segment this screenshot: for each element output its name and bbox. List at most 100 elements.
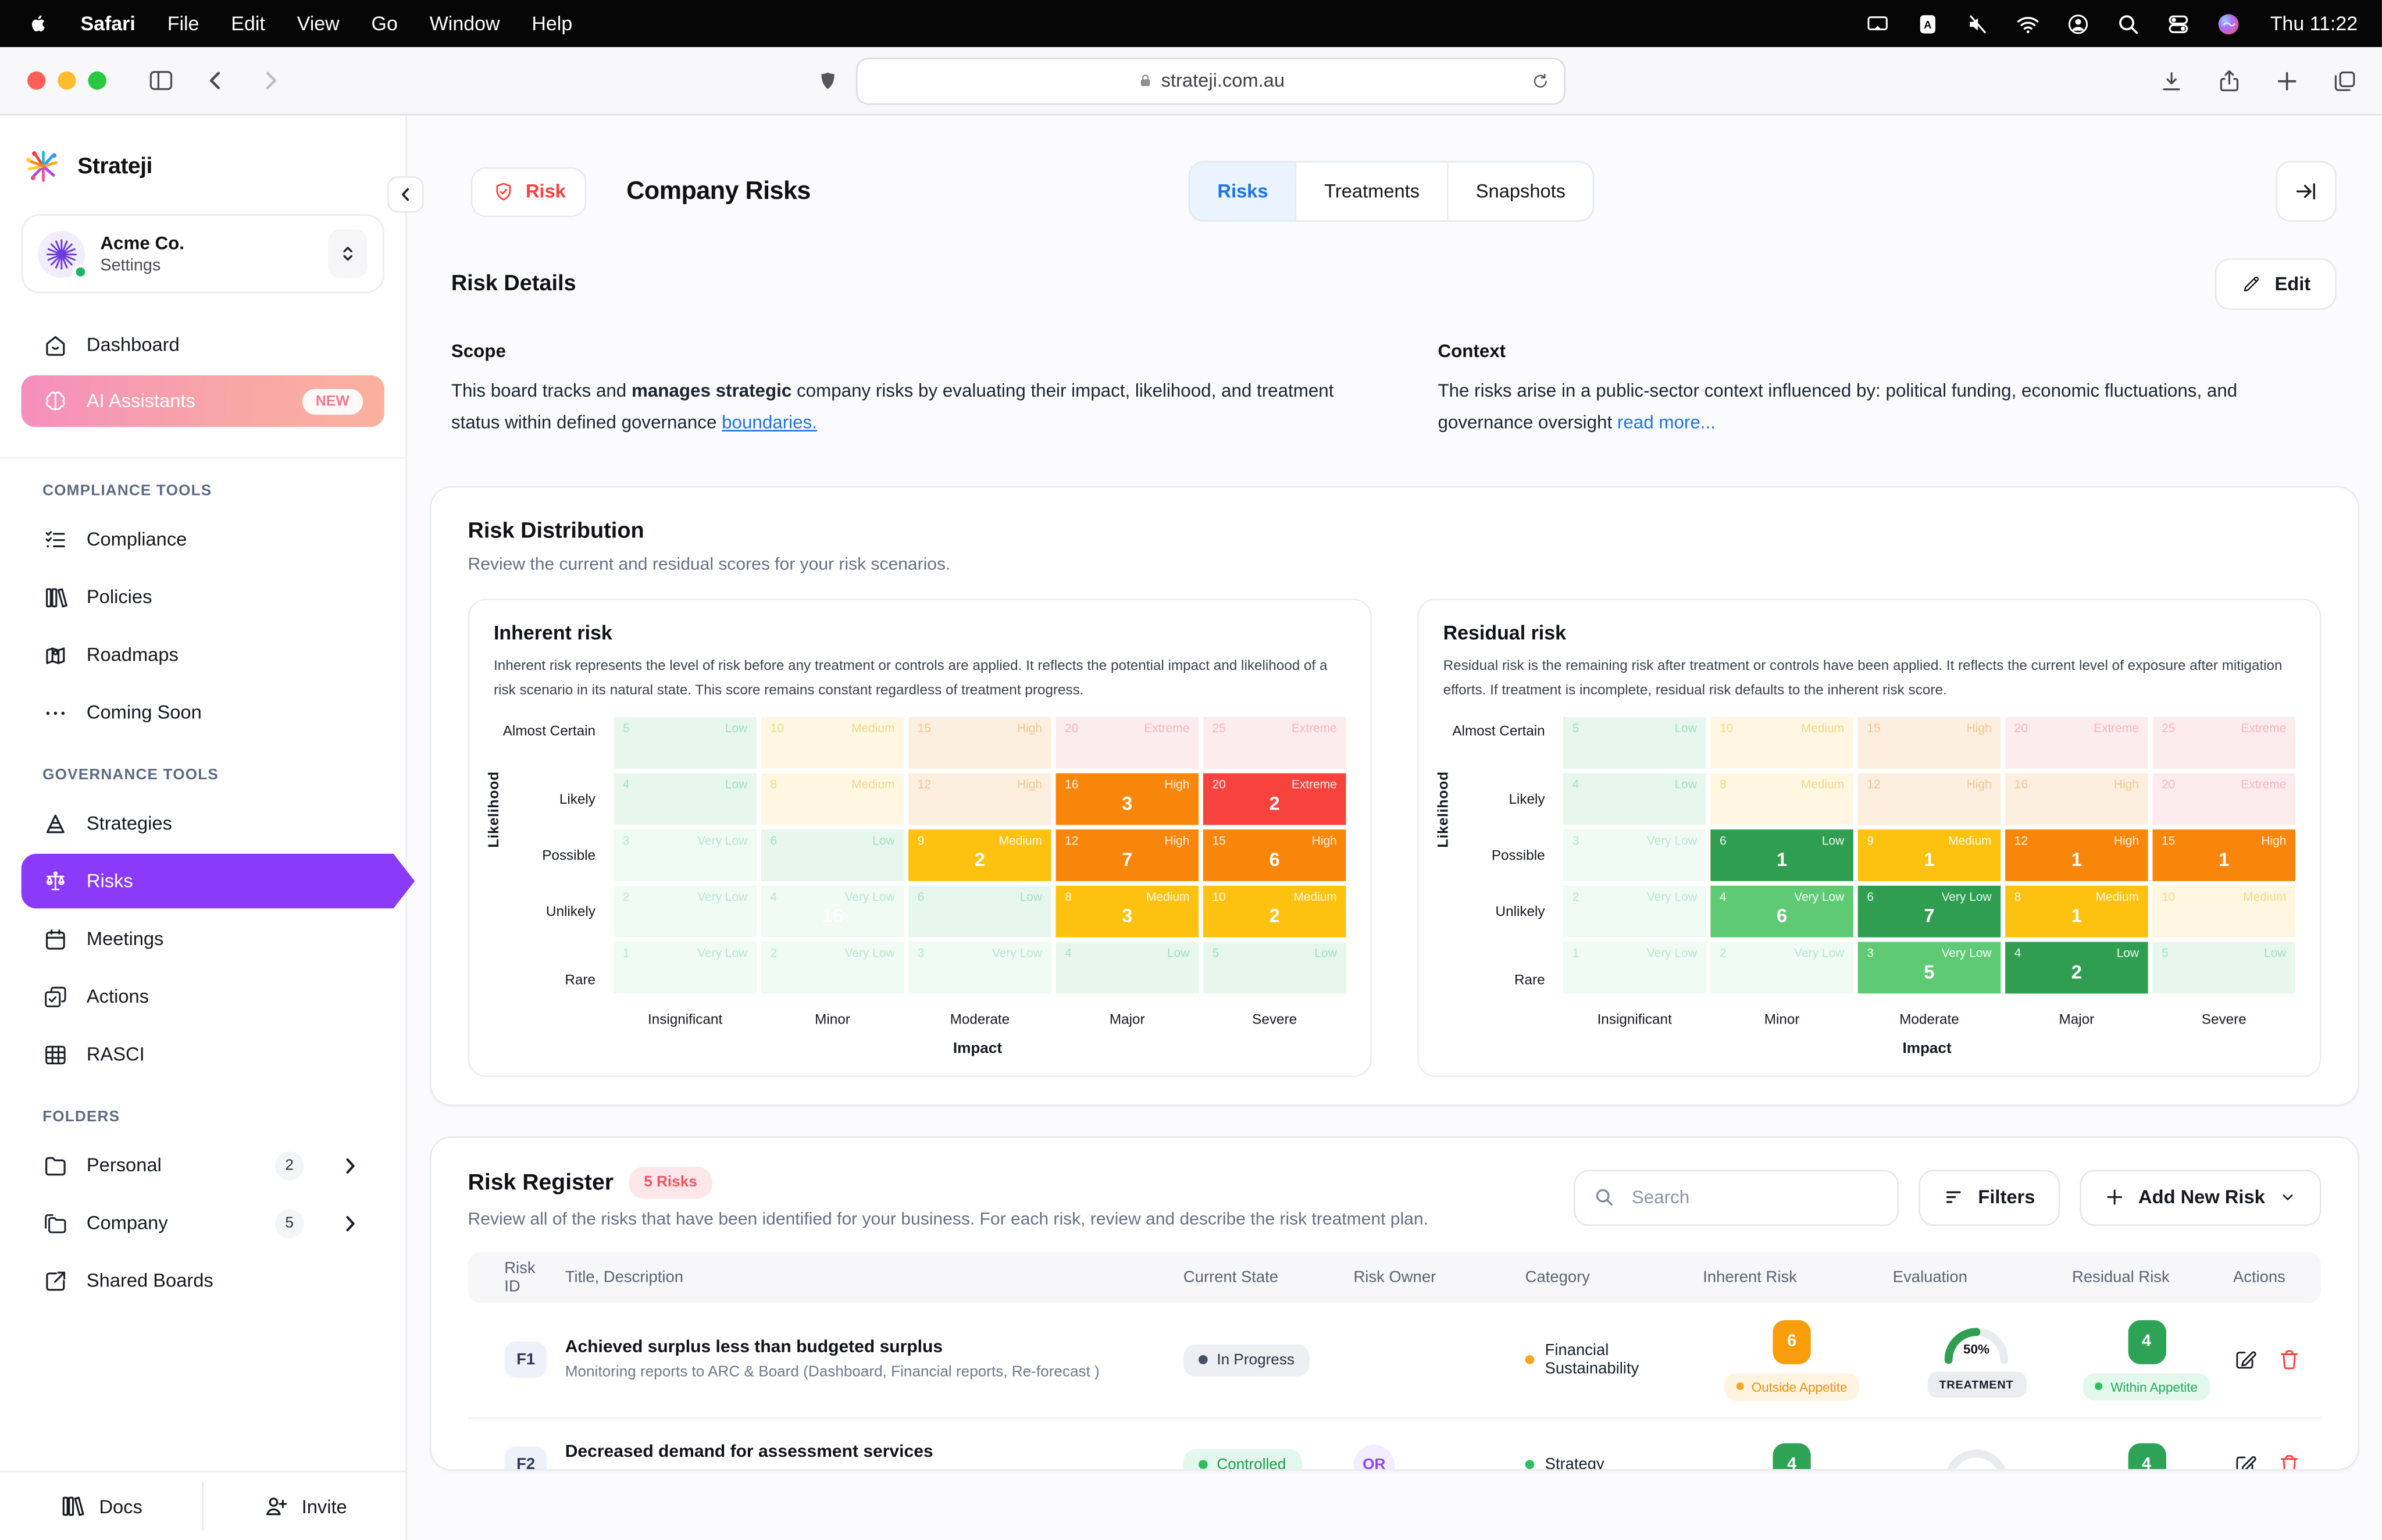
matrix-cell[interactable]: 4 Low 2 bbox=[2005, 941, 2148, 993]
matrix-cell[interactable]: 2 Very Low bbox=[614, 885, 757, 937]
read-more-link[interactable]: read more... bbox=[1617, 412, 1716, 434]
matrix-cell[interactable]: 5 Low bbox=[2152, 941, 2296, 993]
sidebar-item-personal[interactable]: Personal 2 bbox=[22, 1138, 384, 1193]
menu-help[interactable]: Help bbox=[532, 12, 573, 35]
search-input[interactable] bbox=[1574, 1169, 1899, 1226]
sidebar-item-coming-soon[interactable]: Coming Soon bbox=[22, 685, 384, 740]
matrix-cell[interactable]: 25 Extreme bbox=[2152, 716, 2296, 768]
sidebar-item-strategies[interactable]: Strategies bbox=[22, 796, 384, 851]
tab-overview-icon[interactable] bbox=[2332, 67, 2358, 93]
sidebar-item-risks[interactable]: Risks bbox=[22, 854, 415, 908]
delete-row-icon[interactable] bbox=[2277, 1453, 2302, 1469]
matrix-cell[interactable]: 25 Extreme bbox=[1203, 716, 1346, 768]
matrix-cell[interactable]: 15 High 6 bbox=[1203, 829, 1346, 881]
matrix-cell[interactable]: 4 Very Low 16 bbox=[761, 885, 904, 937]
matrix-cell[interactable]: 8 Medium 3 bbox=[1056, 885, 1199, 937]
menu-safari[interactable]: Safari bbox=[80, 12, 135, 35]
matrix-cell[interactable]: 5 Low bbox=[1563, 716, 1706, 768]
sidebar-item-rasci[interactable]: RASCI bbox=[22, 1027, 384, 1082]
close-window-button[interactable] bbox=[27, 71, 46, 90]
edit-row-icon[interactable] bbox=[2233, 1348, 2258, 1373]
spotlight-icon[interactable] bbox=[2117, 12, 2141, 36]
sidebar-item-actions[interactable]: Actions bbox=[22, 969, 384, 1024]
matrix-cell[interactable]: 8 Medium bbox=[761, 772, 904, 825]
new-tab-icon[interactable] bbox=[2274, 67, 2299, 93]
matrix-cell[interactable]: 15 High bbox=[1857, 716, 2001, 768]
matrix-cell[interactable]: 1 Very Low bbox=[1563, 941, 1706, 993]
menu-window[interactable]: Window bbox=[429, 12, 500, 35]
footer-item-invite[interactable]: Invite bbox=[204, 1472, 405, 1540]
matrix-cell[interactable]: 12 High 1 bbox=[2005, 829, 2148, 881]
matrix-cell[interactable]: 6 Low bbox=[761, 829, 904, 881]
matrix-cell[interactable]: 15 High 1 bbox=[2152, 829, 2296, 881]
add-new-risk-button[interactable]: Add New Risk bbox=[2079, 1169, 2322, 1226]
menu-edit[interactable]: Edit bbox=[231, 12, 265, 35]
apple-menu-icon[interactable] bbox=[27, 10, 50, 36]
matrix-cell[interactable]: 4 Low bbox=[1056, 941, 1199, 993]
matrix-cell[interactable]: 9 Medium 1 bbox=[1857, 829, 2001, 881]
workspace-switcher[interactable]: Acme Co. Settings bbox=[21, 214, 384, 294]
matrix-cell[interactable]: 2 Very Low bbox=[761, 941, 904, 993]
sidebar-item-company[interactable]: Company 5 bbox=[22, 1196, 384, 1250]
tab-treatments[interactable]: Treatments bbox=[1295, 162, 1447, 220]
delete-row-icon[interactable] bbox=[2277, 1348, 2302, 1373]
matrix-cell[interactable]: 2 Very Low bbox=[1710, 941, 1853, 993]
filters-button[interactable]: Filters bbox=[1919, 1169, 2060, 1226]
edit-button[interactable]: Edit bbox=[2215, 258, 2337, 310]
matrix-cell[interactable]: 20 Extreme 2 bbox=[1203, 772, 1346, 825]
matrix-cell[interactable]: 4 Low bbox=[1563, 772, 1706, 825]
matrix-cell[interactable]: 20 Extreme bbox=[2152, 772, 2296, 825]
footer-item-docs[interactable]: Docs bbox=[0, 1472, 202, 1540]
matrix-cell[interactable]: 6 Low bbox=[908, 885, 1051, 937]
address-bar[interactable]: strateji.com.au bbox=[855, 56, 1566, 104]
sidebar-item-shared-boards[interactable]: Shared Boards bbox=[22, 1253, 384, 1308]
menu-bar-clock[interactable]: Thu 11:22 bbox=[2270, 12, 2358, 35]
matrix-cell[interactable]: 12 High bbox=[908, 772, 1051, 825]
matrix-cell[interactable]: 15 High bbox=[908, 716, 1051, 768]
browser-sidebar-icon[interactable] bbox=[147, 67, 174, 94]
matrix-cell[interactable]: 16 High bbox=[2005, 772, 2148, 825]
menu-go[interactable]: Go bbox=[371, 12, 398, 35]
tab-risks[interactable]: Risks bbox=[1190, 162, 1296, 220]
collapse-panel-button[interactable] bbox=[2276, 161, 2337, 222]
matrix-cell[interactable]: 3 Very Low 5 bbox=[1857, 941, 2001, 993]
matrix-cell[interactable]: 20 Extreme bbox=[2005, 716, 2148, 768]
keyboard-a-icon[interactable]: A bbox=[1916, 12, 1941, 36]
menu-file[interactable]: File bbox=[167, 12, 199, 35]
matrix-cell[interactable]: 12 High bbox=[1857, 772, 2001, 825]
matrix-cell[interactable]: 9 Medium 2 bbox=[908, 829, 1051, 881]
matrix-cell[interactable]: 4 Low bbox=[614, 772, 757, 825]
sidebar-item-policies[interactable]: Policies bbox=[22, 570, 384, 625]
matrix-cell[interactable]: 12 High 7 bbox=[1056, 829, 1199, 881]
owner-avatar[interactable]: OR bbox=[1353, 1444, 1395, 1469]
menu-view[interactable]: View bbox=[297, 12, 340, 35]
tab-snapshots[interactable]: Snapshots bbox=[1447, 162, 1593, 220]
matrix-cell[interactable]: 5 Low bbox=[614, 716, 757, 768]
sidebar-item-meetings[interactable]: Meetings bbox=[22, 911, 384, 966]
forward-icon[interactable] bbox=[256, 67, 284, 94]
edit-row-icon[interactable] bbox=[2233, 1453, 2258, 1469]
siri-icon[interactable] bbox=[2217, 12, 2241, 36]
screen-mirroring-icon[interactable] bbox=[1866, 12, 1891, 36]
matrix-cell[interactable]: 8 Medium 1 bbox=[2005, 885, 2148, 937]
matrix-cell[interactable]: 10 Medium bbox=[761, 716, 904, 768]
boundaries-link[interactable]: boundaries. bbox=[722, 412, 817, 434]
wifi-icon[interactable] bbox=[2016, 12, 2041, 36]
reload-icon[interactable] bbox=[1531, 70, 1550, 90]
matrix-cell[interactable]: 10 Medium bbox=[1710, 716, 1853, 768]
back-icon[interactable] bbox=[202, 67, 229, 94]
matrix-cell[interactable]: 6 Low 1 bbox=[1710, 829, 1853, 881]
matrix-cell[interactable]: 3 Very Low bbox=[1563, 829, 1706, 881]
matrix-cell[interactable]: 5 Low bbox=[1203, 941, 1346, 993]
matrix-cell[interactable]: 2 Very Low bbox=[1563, 885, 1706, 937]
matrix-cell[interactable]: 3 Very Low bbox=[908, 941, 1051, 993]
sidebar-item-compliance[interactable]: Compliance bbox=[22, 512, 384, 566]
matrix-cell[interactable]: 16 High 3 bbox=[1056, 772, 1199, 825]
matrix-cell[interactable]: 3 Very Low bbox=[614, 829, 757, 881]
matrix-cell[interactable]: 4 Very Low 6 bbox=[1710, 885, 1853, 937]
chevrons-up-down-icon[interactable] bbox=[328, 229, 368, 279]
sidebar-item-dashboard[interactable]: Dashboard bbox=[22, 318, 384, 372]
share-icon[interactable] bbox=[2216, 67, 2242, 93]
sidebar-item-roadmaps[interactable]: Roadmaps bbox=[22, 628, 384, 682]
sidebar-collapse-button[interactable] bbox=[387, 176, 424, 213]
